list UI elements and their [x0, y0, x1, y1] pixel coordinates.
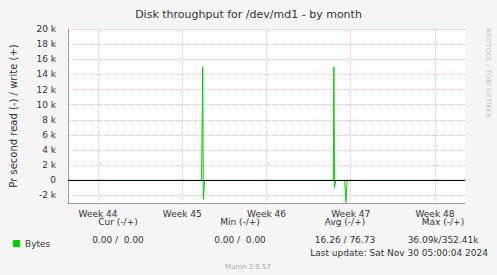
svg-text:0.00 / 0.00: 0.00 / 0.00 [92, 235, 144, 245]
svg-text:-2 k: -2 k [39, 190, 57, 200]
svg-text:Avg (-/+): Avg (-/+) [325, 217, 365, 227]
svg-text:Max (-/+): Max (-/+) [422, 217, 464, 227]
svg-text:Week 47: Week 47 [331, 209, 370, 219]
svg-text:Last update: Sat Nov 30 05:00:: Last update: Sat Nov 30 05:00:04 2024 [310, 248, 488, 258]
svg-text:0.00 / 0.00: 0.00 / 0.00 [214, 235, 266, 245]
svg-text:2 k: 2 k [42, 160, 57, 170]
svg-text:Bytes: Bytes [25, 239, 51, 249]
svg-text:8 k: 8 k [42, 115, 57, 125]
svg-text:18 k: 18 k [36, 39, 56, 49]
svg-text:Week 45: Week 45 [163, 209, 202, 219]
svg-text:Pr second read (-) / write (+): Pr second read (-) / write (+) [8, 44, 19, 187]
svg-text:RRDTOOL / TOBI OETIKER: RRDTOOL / TOBI OETIKER [484, 28, 492, 118]
svg-text:6 k: 6 k [42, 130, 57, 140]
svg-text:16.26 / 76.73: 16.26 / 76.73 [315, 235, 375, 245]
svg-text:14 k: 14 k [36, 69, 56, 79]
svg-text:16 k: 16 k [36, 54, 56, 64]
svg-text:10 k: 10 k [36, 100, 56, 110]
svg-text:Week 44: Week 44 [79, 209, 118, 219]
svg-text:Munin 2.0.57: Munin 2.0.57 [225, 263, 271, 271]
svg-text:4 k: 4 k [42, 145, 57, 155]
svg-text:0: 0 [50, 175, 56, 185]
svg-text:Disk throughput for /dev/md1 -: Disk throughput for /dev/md1 - by month [135, 8, 362, 21]
svg-text:20 k: 20 k [36, 24, 56, 34]
svg-text:36.09k/352.41k: 36.09k/352.41k [408, 235, 480, 245]
svg-text:Cur (-/+): Cur (-/+) [98, 217, 137, 227]
svg-text:Min (-/+): Min (-/+) [220, 217, 260, 227]
svg-text:12 k: 12 k [36, 85, 56, 95]
svg-text:Week 46: Week 46 [247, 209, 286, 219]
svg-text:Week 48: Week 48 [415, 209, 454, 219]
